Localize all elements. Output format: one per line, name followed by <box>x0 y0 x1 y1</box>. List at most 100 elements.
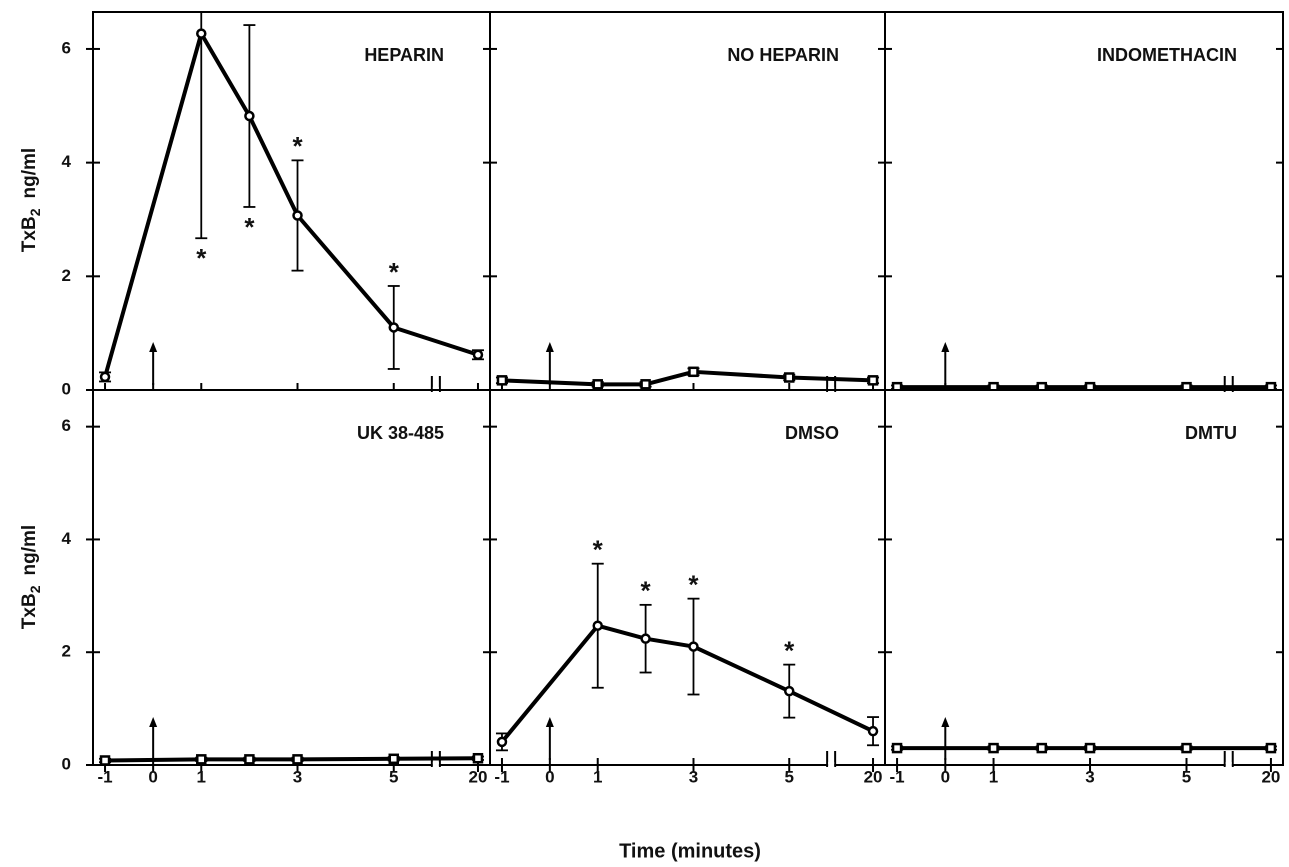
data-point <box>1265 381 1277 390</box>
y-tick-label: 2 <box>62 266 71 285</box>
x-tick-label: 3 <box>1085 767 1094 786</box>
y-axis-label: TxB2 ng/ml <box>19 525 43 629</box>
data-point <box>388 322 400 333</box>
data-point <box>292 210 303 221</box>
significance-mark: * <box>389 257 400 287</box>
data-point <box>496 736 508 748</box>
arrow-head <box>545 717 554 727</box>
panel-frame <box>884 389 1284 766</box>
y-label-main: TxB <box>19 216 40 252</box>
panel-title: INDOMETHACIN <box>1097 45 1237 65</box>
significance-mark: * <box>641 576 652 606</box>
panel-frame <box>92 389 491 766</box>
significance-mark: * <box>244 212 255 242</box>
axis-break-gap <box>1225 762 1232 768</box>
data-point <box>1036 381 1048 390</box>
data-point <box>783 685 795 697</box>
x-tick-label: 1 <box>989 767 998 786</box>
data-point <box>592 379 603 390</box>
significance-mark: * <box>292 131 303 161</box>
x-tick-label: 20 <box>1261 767 1280 786</box>
data-point <box>1084 381 1096 390</box>
significance-mark: * <box>688 570 699 600</box>
data-point <box>1181 742 1192 754</box>
arrow-head <box>149 717 158 727</box>
data-point <box>292 754 303 765</box>
data-point <box>988 742 999 754</box>
series <box>495 562 880 752</box>
x-tick-label: 0 <box>941 767 950 786</box>
y-axis-label: TxB2 ng/ml <box>19 148 43 252</box>
data-line <box>500 623 874 744</box>
data-point <box>99 371 111 383</box>
data-point <box>688 641 699 652</box>
x-tick-label: -1 <box>97 767 112 786</box>
axis-break-gap <box>828 762 835 768</box>
x-tick-label: 1 <box>197 767 206 786</box>
x-tick-label: -1 <box>494 767 509 786</box>
data-line <box>103 31 479 378</box>
data-point <box>196 754 207 765</box>
x-tick-label: 5 <box>1182 767 1191 786</box>
y-tick-label: 4 <box>62 152 72 171</box>
y-label-sub: 2 <box>27 208 43 216</box>
panel-title: NO HEPARIN <box>727 45 839 65</box>
data-point <box>783 372 795 383</box>
series <box>891 742 1277 754</box>
data-point <box>196 28 207 39</box>
arrow-head <box>545 342 554 352</box>
y-tick-label: 6 <box>62 416 71 435</box>
y-tick-label: 6 <box>62 38 71 57</box>
data-point <box>592 620 603 631</box>
data-point <box>472 752 484 764</box>
data-point <box>867 375 879 386</box>
series <box>99 12 484 383</box>
data-point <box>688 366 699 378</box>
data-point <box>496 375 508 386</box>
axis-break-gap <box>432 762 439 768</box>
data-point <box>1036 742 1048 754</box>
y-label-sub: 2 <box>27 585 43 593</box>
panel-title: UK 38-485 <box>357 423 444 443</box>
arrow-head <box>941 342 950 352</box>
significance-mark: * <box>784 635 795 665</box>
x-tick-label: 20 <box>469 767 488 786</box>
y-label-main: TxB <box>19 593 40 629</box>
data-point <box>244 110 255 122</box>
data-point <box>388 753 400 765</box>
data-point <box>640 633 651 644</box>
y-tick-label: 2 <box>62 642 71 661</box>
y-tick-label: 0 <box>62 379 71 398</box>
x-axis-label: Time (minutes) <box>619 840 761 862</box>
y-label-unit: ng/ml <box>19 525 40 576</box>
data-point <box>1084 742 1096 754</box>
series <box>99 752 484 765</box>
x-tick-label: 5 <box>785 767 794 786</box>
data-line <box>501 369 874 387</box>
panel-title: DMTU <box>1185 423 1237 443</box>
arrow-head <box>149 342 158 352</box>
data-point <box>244 754 255 765</box>
x-tick-label: 20 <box>864 767 883 786</box>
panel-title: DMSO <box>785 423 839 443</box>
x-tick-label: 3 <box>689 767 698 786</box>
x-tick-label: 5 <box>389 767 398 786</box>
panel-frame <box>884 11 1284 391</box>
panel-frame <box>489 11 886 391</box>
data-point <box>988 381 999 390</box>
panel-title: HEPARIN <box>364 45 444 65</box>
significance-mark: * <box>593 535 604 565</box>
data-point <box>891 742 903 754</box>
x-tick-label: -1 <box>889 767 904 786</box>
data-point <box>640 379 651 390</box>
x-tick-label: 0 <box>545 767 554 786</box>
x-tick-label: 0 <box>148 767 157 786</box>
series <box>891 381 1277 390</box>
data-point <box>472 349 484 361</box>
x-tick-label: 1 <box>593 767 602 786</box>
data-line <box>105 756 478 763</box>
y-tick-label: 4 <box>62 529 72 548</box>
data-point <box>99 755 111 765</box>
x-tick-label: 3 <box>293 767 302 786</box>
